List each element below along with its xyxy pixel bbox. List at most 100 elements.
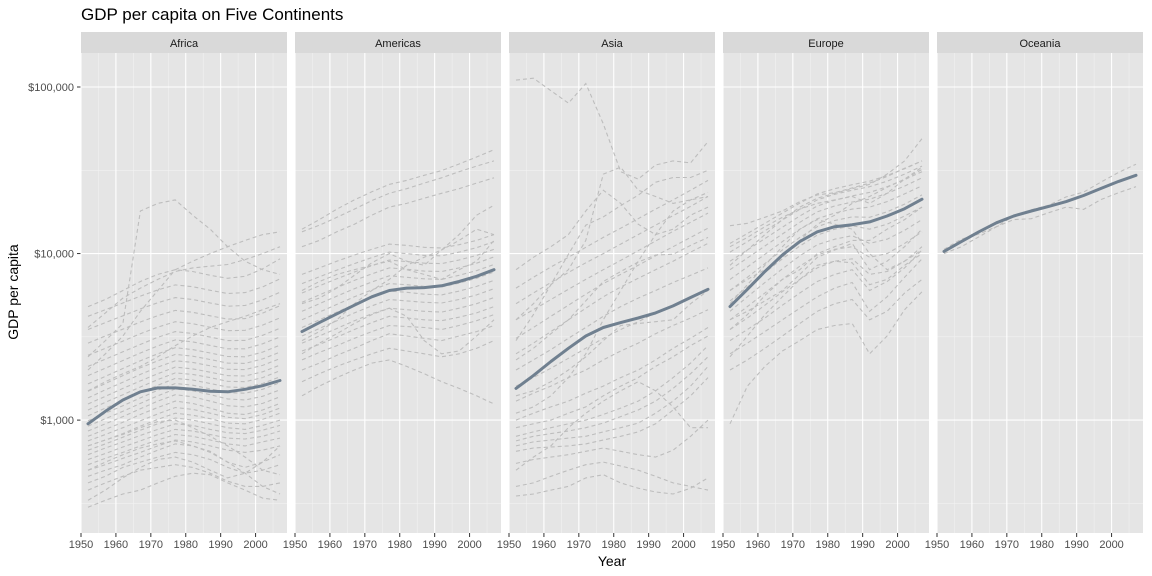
country-line (301, 324, 495, 371)
country-line (87, 464, 281, 491)
country-line (301, 240, 495, 291)
panel-europe: Europe 1950 1960 1970 1980 1990 2000 (711, 32, 929, 551)
x-tick-label: 1970 (781, 539, 805, 551)
y-tick-label: $100,000 (28, 82, 74, 94)
country-line (87, 364, 281, 405)
country-line (515, 309, 709, 402)
country-line (729, 177, 923, 271)
x-tick-label: 1960 (104, 539, 128, 551)
country-line (729, 278, 923, 371)
country-line (515, 461, 709, 491)
trend-line (942, 173, 1138, 253)
country-line (87, 451, 281, 484)
country-line (729, 249, 923, 342)
y-tick-label: $1,000 (40, 415, 74, 427)
x-tick-label: 1950 (497, 539, 521, 551)
x-tick-label: 1970 (567, 539, 591, 551)
facet-strip-label: Africa (170, 38, 199, 50)
facet-strip (295, 32, 501, 53)
x-tick-label: 2000 (1099, 539, 1123, 551)
country-line (87, 445, 281, 501)
country-line (729, 185, 923, 280)
country-line (515, 356, 709, 442)
country-line (87, 278, 281, 317)
x-tick-label: 2000 (885, 539, 909, 551)
facet-strip (81, 32, 287, 53)
y-axis: $1,000 $10,000 $100,000 (28, 82, 81, 427)
country-line (87, 400, 281, 437)
x-tick-label: 1950 (69, 539, 93, 551)
country-line (515, 419, 709, 464)
facet-panels: Africa 1950 1960 1970 1980 1990 2000 Americas 19… (69, 32, 1143, 551)
country-line (515, 327, 709, 421)
country-line (729, 168, 923, 291)
trend-line (300, 268, 496, 334)
country-line (729, 219, 923, 312)
country-line (515, 335, 709, 429)
country-line (729, 166, 923, 248)
country-line (729, 291, 923, 425)
country-line (729, 160, 923, 227)
x-tick-label: 2000 (457, 539, 481, 551)
country-line (515, 345, 709, 437)
country-line (87, 303, 281, 392)
x-tick-label: 1960 (746, 539, 770, 551)
facet-strip (723, 32, 929, 53)
country-line (515, 289, 709, 387)
country-line (87, 472, 281, 508)
country-line (301, 228, 495, 305)
country-line (515, 290, 709, 397)
country-line (729, 138, 923, 266)
country-line (87, 258, 281, 308)
x-tick-label: 1950 (925, 539, 949, 551)
country-line (729, 253, 923, 358)
country-line (301, 359, 495, 405)
country-line (515, 196, 709, 305)
x-tick-label: 1950 (711, 539, 735, 551)
panel-americas: Americas 1950 1960 1970 1980 1990 2000 (283, 32, 501, 551)
country-line (729, 246, 923, 330)
country-line (515, 179, 709, 289)
x-tick-label: 2000 (671, 539, 695, 551)
country-line (87, 199, 281, 358)
x-tick-label: 2000 (243, 539, 267, 551)
x-tick-label: 1980 (174, 539, 198, 551)
panel-background (937, 53, 1143, 533)
x-tick-label: 1990 (636, 539, 660, 551)
country-line (87, 428, 281, 461)
panel-africa: Africa 1950 1960 1970 1980 1990 2000 (69, 32, 287, 551)
country-line (87, 382, 281, 422)
x-tick-label: 1970 (353, 539, 377, 551)
chart-title: GDP per capita on Five Continents (81, 5, 343, 24)
country-line (301, 241, 495, 285)
x-tick-label: 1990 (1064, 539, 1088, 551)
country-line (729, 258, 923, 355)
country-line (87, 246, 281, 328)
country-line (87, 443, 281, 477)
country-line (515, 227, 709, 339)
facet-strip (937, 32, 1143, 53)
x-tick-label: 1980 (1030, 539, 1054, 551)
country-line (301, 307, 495, 355)
country-line (87, 231, 281, 371)
country-line (729, 160, 923, 244)
country-line (87, 419, 281, 476)
y-axis-title: GDP per capita (5, 244, 21, 340)
country-line (87, 433, 281, 466)
panel-asia: Asia 1950 1960 1970 1980 1990 2000 (497, 32, 715, 551)
trend-line (86, 379, 282, 426)
country-line (729, 206, 923, 302)
country-line (729, 206, 923, 330)
x-tick-label: 1980 (816, 539, 840, 551)
country-line (515, 77, 709, 180)
facet-strip-label: Oceania (1020, 38, 1062, 50)
country-line (515, 381, 708, 471)
country-line (515, 242, 709, 355)
y-tick-label: $10,000 (34, 249, 74, 261)
country-line (301, 149, 495, 230)
x-tick-label: 1990 (422, 539, 446, 551)
facet-strip-label: Asia (601, 38, 623, 50)
country-line (515, 166, 709, 321)
country-line (729, 228, 923, 321)
